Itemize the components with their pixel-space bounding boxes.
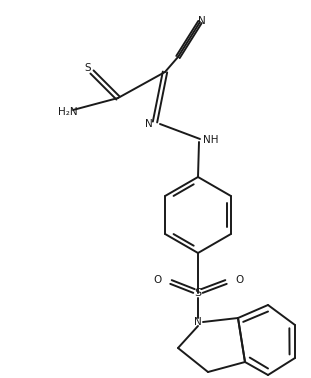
Text: O: O — [154, 275, 162, 285]
Text: N: N — [194, 317, 202, 327]
Text: N: N — [145, 119, 153, 129]
Text: O: O — [235, 275, 243, 285]
Text: S: S — [85, 63, 91, 73]
Text: S: S — [194, 288, 202, 298]
Text: N: N — [198, 16, 206, 26]
Text: H₂N: H₂N — [58, 107, 78, 117]
Text: NH: NH — [203, 135, 219, 145]
